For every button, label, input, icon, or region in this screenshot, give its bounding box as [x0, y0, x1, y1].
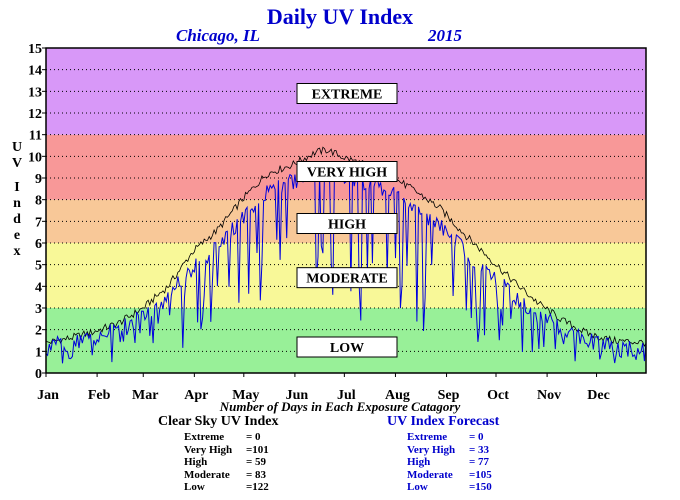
y-tick-label: 8	[35, 194, 42, 209]
chart-title: Daily UV Index	[266, 4, 414, 29]
y-axis-label-char: U	[11, 140, 23, 155]
stats-label: Extreme	[407, 431, 448, 443]
y-axis-label-char	[9, 172, 25, 180]
band-label: EXTREME	[312, 88, 383, 103]
forecast-stats: UV Index Forecast Extreme = 0 Very High = 3…	[387, 414, 499, 494]
y-tick-label: 6	[35, 237, 42, 252]
stats-value: =105	[469, 468, 492, 481]
band-label-box	[296, 83, 398, 104]
band-label-box	[296, 213, 398, 234]
stats-label: High	[407, 456, 431, 468]
stats-label: Very High	[184, 443, 233, 456]
y-tick-label: 3	[35, 302, 42, 317]
y-tick-label: 2	[35, 324, 42, 339]
x-tick-label: Jan	[37, 388, 59, 403]
stats-row: Low =150	[387, 481, 499, 494]
y-tick-label: 5	[35, 259, 42, 274]
x-tick-label: May	[232, 388, 259, 403]
y-axis-label-char: x	[13, 244, 21, 259]
stats-row: Low =122	[158, 481, 278, 494]
stats-value: =101	[246, 443, 269, 456]
stats-label: Extreme	[184, 431, 225, 443]
x-tick-label: Mar	[132, 388, 158, 403]
stats-value: = 59	[246, 456, 267, 468]
band-label-box	[296, 267, 398, 289]
x-tick-label: Jul	[337, 388, 356, 403]
y-axis-label-char: I	[14, 180, 20, 195]
y-tick-label: 9	[35, 172, 42, 187]
stats-value: =150	[469, 481, 492, 493]
x-tick-label: Oct	[487, 388, 509, 403]
stats-row: Very High =101	[158, 444, 278, 457]
y-tick-label: 4	[35, 280, 42, 295]
y-tick-label: 13	[28, 85, 42, 100]
stats-row: Moderate =105	[387, 469, 499, 482]
y-axis-label-char: V	[11, 156, 23, 171]
stats-label: Low	[184, 481, 205, 493]
stats-row: High = 77	[387, 456, 499, 469]
y-axis-label-char: e	[13, 228, 21, 243]
band-label: MODERATE	[306, 272, 387, 287]
stats-value: = 77	[469, 456, 490, 468]
stats-row: Moderate = 83	[158, 469, 278, 482]
band-label: VERY HIGH	[307, 166, 387, 181]
forecast-heading: UV Index Forecast	[387, 414, 500, 429]
band-label-box	[296, 336, 398, 358]
y-tick-label: 12	[28, 107, 42, 122]
stats-row: Very High = 33	[387, 444, 499, 457]
y-tick-label: 0	[35, 367, 42, 382]
y-tick-label: 7	[35, 215, 42, 230]
x-tick-label: Apr	[184, 388, 208, 403]
y-axis-label-char: n	[13, 196, 21, 211]
stats-value: = 0	[469, 431, 484, 443]
x-tick-label: Nov	[537, 388, 561, 403]
stats-label: High	[184, 456, 208, 468]
footer-caption: Number of Days in Each Exposure Catagory	[219, 399, 461, 414]
clear-sky-heading: Clear Sky UV Index	[158, 414, 279, 429]
stats-value: = 0	[246, 431, 261, 443]
band-label: LOW	[330, 341, 364, 356]
clear-sky-stats: Clear Sky UV Index Extreme = 0 Very High =1…	[158, 414, 278, 494]
x-tick-label: Jun	[286, 388, 309, 403]
y-tick-label: 1	[35, 345, 42, 360]
y-axis-label-char: d	[13, 212, 21, 227]
plot-frame	[45, 47, 647, 374]
band-label-box	[296, 161, 398, 182]
stats-label: Low	[407, 481, 428, 493]
stats-row: Extreme = 0	[387, 431, 499, 444]
stats-value: = 33	[469, 443, 490, 456]
band-labels: LOW MODERATE HIGH VERY HIGH EXTREME	[296, 83, 398, 358]
year-label: 2015	[428, 26, 462, 45]
stats-value: = 83	[246, 468, 267, 481]
stats-row: Extreme = 0	[158, 431, 278, 444]
band-label: HIGH	[328, 218, 366, 233]
stats-label: Moderate	[407, 468, 453, 481]
location-label: Chicago, IL	[176, 26, 261, 45]
y-tick-label: 10	[28, 150, 42, 165]
y-tick-label: 11	[29, 129, 42, 144]
y-tick-label: 15	[28, 42, 42, 57]
x-tick-label: Sep	[438, 388, 460, 403]
stats-row: High = 59	[158, 456, 278, 469]
y-tick-label: 14	[28, 64, 42, 79]
x-tick-label: Aug	[385, 388, 410, 403]
series-clear-sky	[45, 146, 647, 347]
x-tick-label: Feb	[88, 388, 111, 403]
x-tick-label: Dec	[587, 388, 610, 403]
stats-label: Moderate	[184, 468, 230, 481]
stats-label: Very High	[407, 443, 456, 456]
stats-value: =122	[246, 481, 269, 493]
